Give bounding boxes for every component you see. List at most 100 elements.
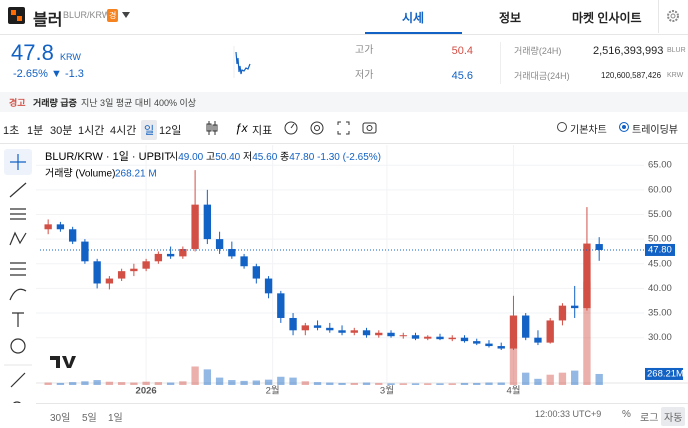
- interval-button[interactable]: 4시간: [110, 125, 137, 137]
- volume-bar: [473, 382, 481, 385]
- range-button[interactable]: 1일: [108, 413, 123, 424]
- range-button[interactable]: 30일: [50, 413, 71, 424]
- radio[interactable]: [619, 122, 629, 132]
- legend-symbol: BLUR/KRW · 1일 · UPBIT: [45, 149, 171, 163]
- candle-body: [583, 243, 591, 309]
- low-value: 45.6: [451, 70, 473, 82]
- volume-bar: [44, 382, 52, 385]
- candle-body: [215, 239, 224, 249]
- fullscreen-icon[interactable]: [337, 121, 350, 135]
- separator: [0, 143, 688, 144]
- text-tool[interactable]: [12, 312, 24, 327]
- volume-legend-value: 268.21 M: [115, 169, 157, 180]
- volume-bar: [56, 382, 65, 385]
- candle-body: [264, 278, 273, 294]
- crosshair-tool[interactable]: [10, 154, 26, 170]
- volume-bar: [81, 381, 89, 385]
- chart-mode[interactable]: 트레이딩뷰: [632, 125, 678, 136]
- candle-body: [154, 253, 163, 262]
- scale-option[interactable]: %: [622, 409, 631, 420]
- interval-button[interactable]: 1분: [27, 125, 44, 137]
- candle-body: [350, 330, 358, 333]
- candle-body: [179, 248, 187, 257]
- interval-button[interactable]: 1초: [3, 125, 20, 137]
- settings-icon[interactable]: [666, 9, 680, 23]
- emoji-tool[interactable]: [10, 338, 26, 354]
- scale-option[interactable]: 로그: [640, 413, 659, 424]
- candle-body: [166, 253, 175, 257]
- ruler-tool[interactable]: [10, 372, 26, 388]
- candle-body: [546, 320, 554, 343]
- settings-icon[interactable]: [310, 121, 324, 135]
- volume-bar: [387, 383, 395, 385]
- volume-bar: [203, 369, 212, 385]
- warning-text: 지난 3일 평균 대비 400% 이상: [81, 98, 197, 108]
- amount-unit: KRW: [667, 72, 684, 79]
- coin-name: 블러: [33, 12, 63, 29]
- scale-option[interactable]: 자동: [661, 407, 686, 426]
- candle-body: [509, 315, 518, 349]
- price: 47.8: [11, 40, 54, 65]
- tab-underline: [365, 32, 462, 34]
- candle-body: [522, 315, 530, 338]
- volume-unit: BLUR: [667, 47, 686, 54]
- candle-body: [252, 266, 260, 279]
- drawing-tools: [4, 149, 32, 403]
- y-tick-label: 50.00: [648, 234, 672, 245]
- fib-tool[interactable]: [10, 208, 26, 220]
- brush-tool[interactable]: [9, 288, 27, 301]
- candle-icon[interactable]: [206, 121, 218, 135]
- volume-bar: [313, 382, 322, 385]
- y-tick-label: 35.00: [648, 308, 672, 319]
- candle-body: [448, 337, 456, 340]
- volume-bar: [424, 383, 432, 385]
- zoom-tool[interactable]: [12, 401, 22, 403]
- candle-body: [68, 229, 77, 242]
- tab[interactable]: 마켓 인사이트: [572, 11, 642, 25]
- volume-bar: [522, 372, 530, 385]
- range-button[interactable]: 5일: [82, 413, 97, 424]
- amount-value: 120,600,587,426: [601, 71, 662, 80]
- candle-body: [558, 305, 567, 321]
- candle-body: [313, 325, 322, 328]
- indicator-button[interactable]: 지표: [252, 125, 273, 137]
- high-label: 고가: [355, 45, 374, 56]
- tab[interactable]: 시세: [402, 11, 425, 25]
- prediction-tool[interactable]: [10, 262, 26, 276]
- volume-label: 거래량(24H): [514, 46, 562, 56]
- volume-bar: [154, 382, 163, 385]
- interval-button[interactable]: 1시간: [78, 125, 105, 137]
- interval-button[interactable]: 12일: [159, 125, 182, 137]
- legend-value: 49.00: [178, 152, 203, 163]
- last-price-tag: [645, 243, 675, 256]
- volume-bar: [326, 382, 334, 385]
- legend-ohlc: 시49.00 고50.40 저45.60 종47.80 -1.30 (-2.65…: [169, 151, 381, 163]
- chart-mode[interactable]: 기본차트: [570, 125, 607, 136]
- volume-bar: [166, 382, 175, 385]
- legend-label: 시: [169, 151, 178, 163]
- candle-body: [387, 332, 395, 337]
- separator: [36, 403, 688, 404]
- pattern-tool[interactable]: [9, 231, 27, 246]
- candle-body: [277, 293, 285, 318]
- candle-body: [485, 343, 493, 347]
- fx-icon[interactable]: ƒx: [235, 121, 249, 135]
- volume-bar: [460, 382, 469, 385]
- volume-bar: [362, 382, 371, 385]
- alert-icon[interactable]: [284, 121, 298, 135]
- tab[interactable]: 정보: [499, 11, 522, 25]
- candle-body: [105, 278, 114, 284]
- legend-label: 종: [280, 151, 289, 163]
- tv-logo: [50, 356, 76, 368]
- volume-bar: [571, 370, 579, 385]
- interval-button[interactable]: 일: [141, 120, 158, 140]
- trendline-tool[interactable]: [9, 182, 27, 198]
- candle-body: [362, 330, 371, 336]
- camera-icon[interactable]: [362, 122, 377, 134]
- interval-button[interactable]: 30분: [50, 125, 73, 137]
- candle-body: [117, 271, 126, 279]
- dropdown-caret[interactable]: [121, 11, 131, 19]
- radio[interactable]: [557, 122, 567, 132]
- toolbar-icons: ƒx: [206, 121, 377, 135]
